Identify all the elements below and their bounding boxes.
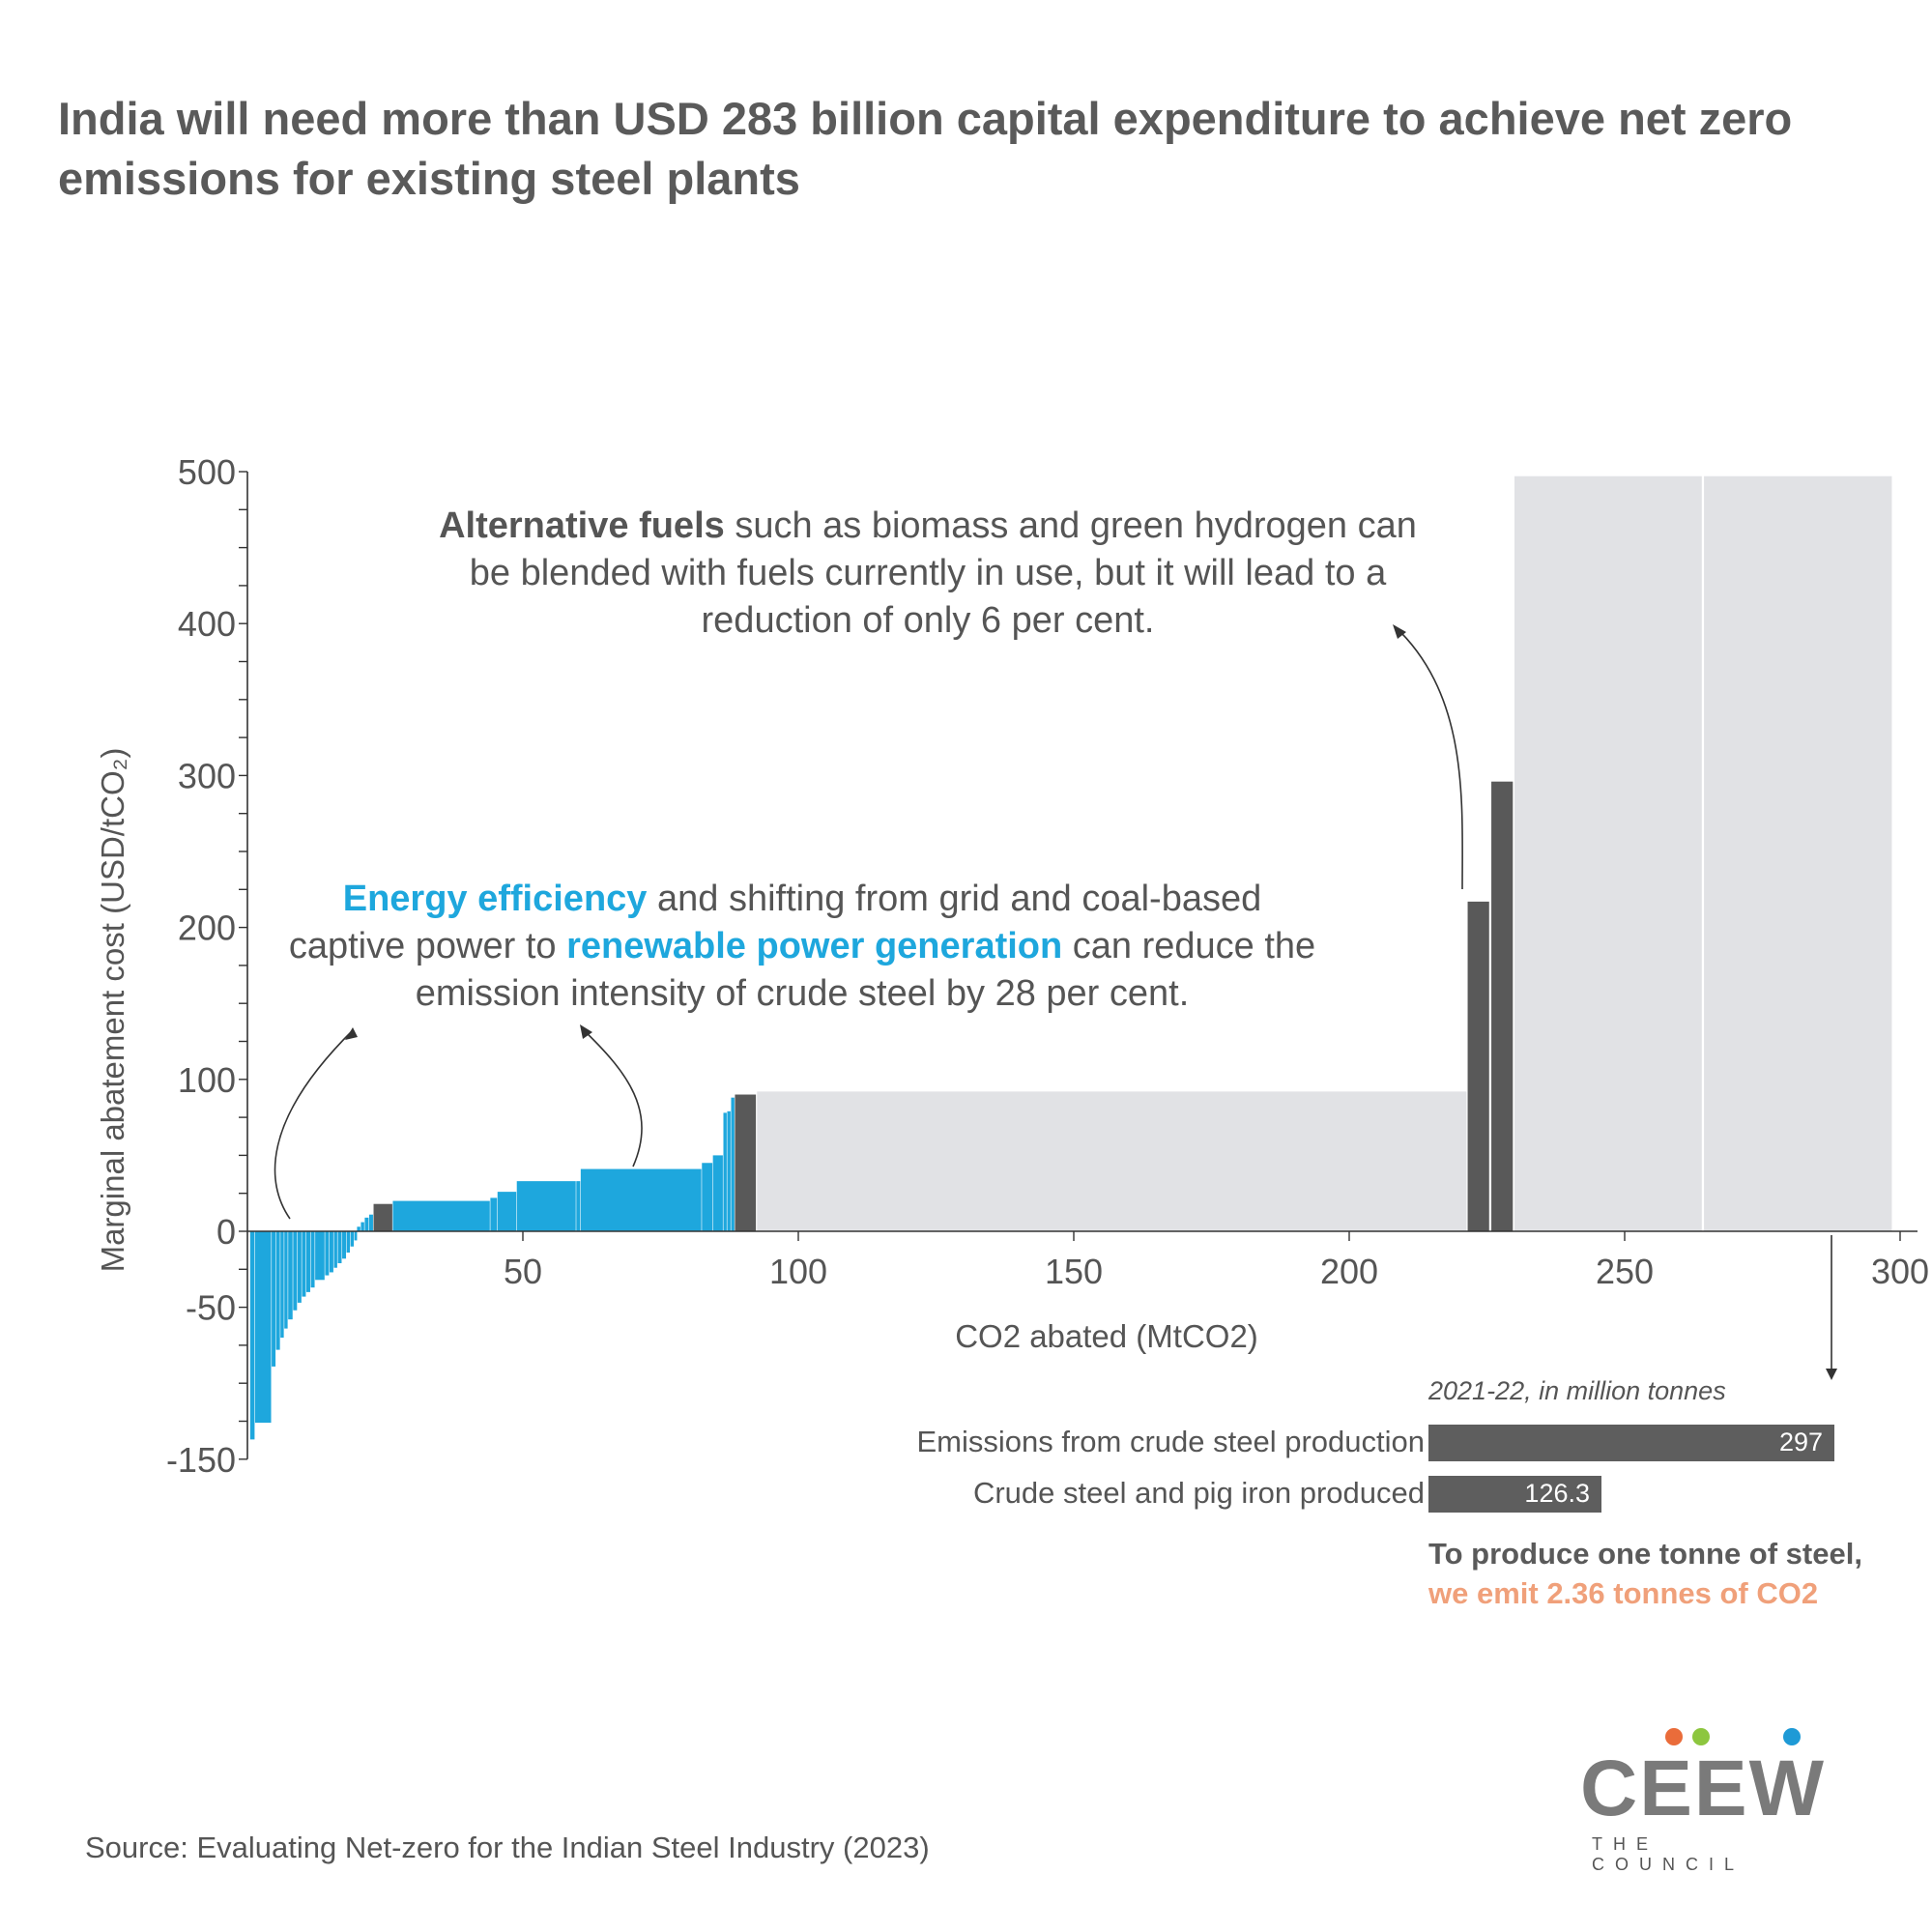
summary-bar-emissions: 297 — [1428, 1425, 1834, 1461]
source-note: Source: Evaluating Net-zero for the Indi… — [85, 1831, 930, 1864]
annotation-highlight: Energy efficiency — [342, 879, 648, 919]
x-tick-label: 50 — [504, 1252, 542, 1291]
mac-bar — [731, 1097, 735, 1231]
y-tick-label: 400 — [178, 604, 236, 644]
mac-bar — [360, 1222, 364, 1231]
mac-bar — [288, 1231, 293, 1320]
y-tick-label: 200 — [178, 908, 236, 948]
arrow-head — [580, 1024, 592, 1039]
logo-dot-orange — [1665, 1728, 1683, 1745]
arrow-efficiency-right — [581, 1027, 643, 1168]
mac-bar — [346, 1231, 351, 1254]
mac-bar — [497, 1192, 517, 1231]
mac-bar — [364, 1217, 369, 1231]
mac-bar — [249, 1231, 255, 1440]
summary-note-line1: To produce one tonne of steel, — [1428, 1537, 1862, 1571]
mac-bar — [373, 1203, 392, 1231]
chart-title: India will need more than USD 283 billio… — [58, 93, 1793, 204]
y-axis-label: Marginal abatement cost (USD/tCO₂) — [95, 748, 130, 1273]
mac-bar — [723, 1112, 727, 1231]
mac-bar — [490, 1197, 498, 1231]
x-tick-label: 100 — [769, 1252, 827, 1291]
x-tick-label: 250 — [1596, 1252, 1654, 1291]
logo-dot-green — [1692, 1728, 1710, 1745]
mac-bar — [1467, 901, 1489, 1231]
x-tick-label: 150 — [1045, 1252, 1103, 1291]
mac-bar — [325, 1231, 330, 1276]
mac-bar — [580, 1168, 702, 1231]
y-tick-label: -150 — [166, 1440, 236, 1480]
summary-label-production: Crude steel and pig iron produced — [972, 1476, 1425, 1510]
mac-bar — [280, 1231, 284, 1339]
mac-bar — [302, 1231, 306, 1297]
y-tick-label: 0 — [216, 1212, 236, 1252]
y-tick-label: -50 — [186, 1288, 236, 1328]
bars-group — [249, 476, 1892, 1440]
mac-bar — [1514, 476, 1702, 1231]
annotation-bold: Alternative fuels — [439, 505, 725, 546]
summary-label-emissions: Emissions from crude steel production — [916, 1425, 1425, 1458]
mac-bar — [333, 1231, 337, 1268]
summary-bar-production: 126.3 — [1428, 1476, 1601, 1513]
annotation-text: such as biomass and green hydrogen can b… — [469, 505, 1417, 641]
mac-bar — [357, 1226, 360, 1231]
y-tick-label: 500 — [178, 452, 236, 492]
x-tick-label: 300 — [1871, 1252, 1929, 1291]
arrow-alt-fuels — [1394, 625, 1463, 890]
summary-value-emissions: 297 — [1778, 1427, 1823, 1456]
arrow-efficiency-left — [274, 1029, 354, 1220]
summary-value-production: 126.3 — [1524, 1479, 1590, 1508]
mac-bar — [305, 1231, 310, 1292]
mac-bar — [275, 1231, 280, 1350]
mac-bar — [293, 1231, 298, 1311]
y-tick-label: 100 — [178, 1060, 236, 1100]
mac-bar — [350, 1231, 355, 1247]
mac-bar — [516, 1181, 576, 1231]
mac-bar — [727, 1110, 731, 1231]
mac-bar — [310, 1231, 315, 1288]
mac-bar — [392, 1200, 490, 1231]
mac-bar — [272, 1231, 276, 1367]
mac-bar — [342, 1231, 347, 1259]
mac-bar — [576, 1181, 581, 1231]
mac-bar — [329, 1231, 333, 1273]
logo-wordmark: CEEW — [1580, 1745, 1826, 1832]
summary-title: 2021-22, in million tonnes — [1428, 1376, 1726, 1405]
mac-bar — [254, 1231, 272, 1424]
mac-bar — [1491, 781, 1514, 1231]
mac-bar — [284, 1231, 288, 1329]
arrow-head — [1826, 1369, 1837, 1380]
mac-bar — [354, 1231, 358, 1241]
axes-group: 500 400 300 200 100 0 -50 -150 50 100 150 200 250 300… — [95, 452, 1929, 1480]
x-tick-label: 200 — [1320, 1252, 1378, 1291]
logo-dot-blue — [1783, 1728, 1801, 1745]
arrow-head — [1393, 624, 1406, 639]
mac-bar — [315, 1231, 325, 1281]
arrow-head — [345, 1027, 358, 1040]
mac-bar — [735, 1094, 757, 1231]
mac-bar — [1704, 476, 1892, 1231]
mac-bar — [702, 1163, 713, 1231]
y-tick-label: 300 — [178, 756, 236, 795]
mac-bar — [757, 1091, 1467, 1231]
x-axis-label: CO2 abated (MtCO2) — [955, 1318, 1258, 1354]
annotation-highlight: renewable power generation — [566, 926, 1063, 966]
mac-bar — [712, 1155, 723, 1231]
annotation-alternative-fuels: Alternative fuels such as biomass and gr… — [416, 503, 1440, 645]
summary-note-line2: we emit 2.36 tonnes of CO2 — [1428, 1576, 1819, 1610]
mac-bar — [368, 1214, 373, 1231]
annotation-text: can reduce the emission intensity of cru… — [415, 926, 1316, 1014]
annotation-arrows — [274, 624, 1837, 1380]
ceew-logo: CEEW THE COUNCIL — [1580, 1728, 1824, 1874]
annotation-text: and shifting from grid and coal-based ca… — [288, 879, 1262, 966]
logo-subtitle: THE COUNCIL — [1592, 1834, 1745, 1874]
mac-bar — [337, 1231, 342, 1264]
annotation-energy-efficiency: Energy efficiency and shifting from grid… — [280, 876, 1324, 1018]
mac-bar — [297, 1231, 302, 1303]
